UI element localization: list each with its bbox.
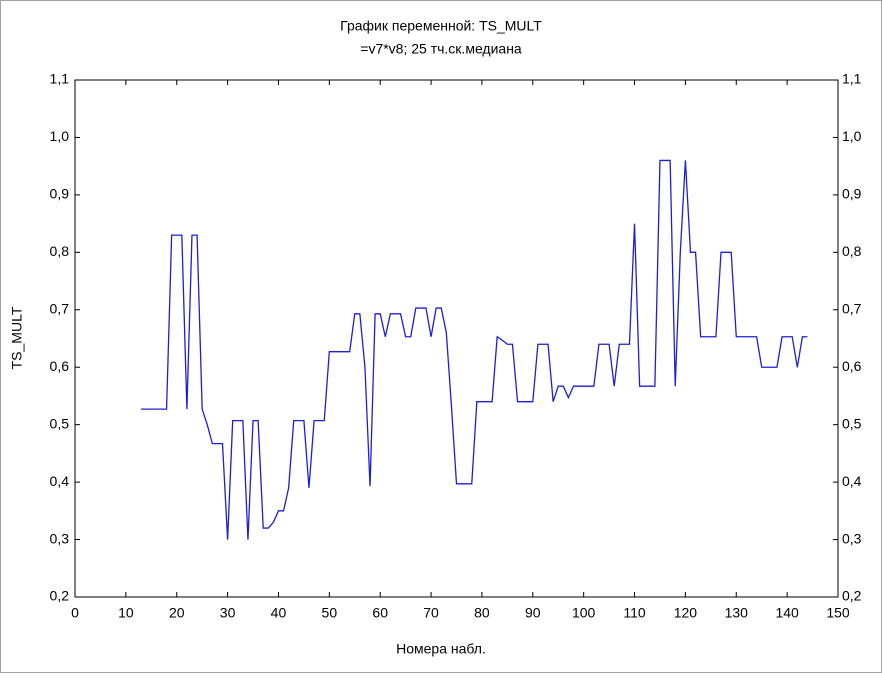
y2-tick-label: 0,7 bbox=[842, 300, 862, 316]
y-tick-label: 0,9 bbox=[50, 186, 70, 202]
chart-title: График переменной: TS_MULT bbox=[340, 18, 542, 34]
x-tick-label: 110 bbox=[623, 605, 646, 621]
y-tick-label: 0,4 bbox=[50, 473, 70, 489]
x-tick-label: 80 bbox=[474, 605, 490, 621]
x-tick-label: 50 bbox=[322, 605, 338, 621]
y-tick-label: 0,2 bbox=[50, 588, 70, 604]
y-axis-label: TS_MULT bbox=[9, 306, 25, 369]
data-line bbox=[141, 159, 808, 540]
y2-tick-label: 1,0 bbox=[842, 128, 862, 144]
y-tick-label: 1,0 bbox=[50, 128, 70, 144]
x-tick-label: 90 bbox=[525, 605, 541, 621]
y-tick-label: 0,3 bbox=[50, 530, 70, 546]
x-tick-label: 140 bbox=[775, 605, 799, 621]
x-tick-label: 130 bbox=[725, 605, 749, 621]
x-tick-label: 120 bbox=[674, 605, 698, 621]
y2-tick-label: 0,8 bbox=[842, 243, 862, 259]
x-tick-label: 100 bbox=[572, 605, 596, 621]
y-tick-label: 0,7 bbox=[50, 300, 70, 316]
x-tick-label: 60 bbox=[372, 605, 388, 621]
plot-area bbox=[74, 79, 839, 598]
y2-tick-label: 0,9 bbox=[842, 186, 862, 202]
x-tick-label: 150 bbox=[826, 605, 850, 621]
x-tick-label: 10 bbox=[118, 605, 134, 621]
y2-tick-label: 0,6 bbox=[842, 358, 862, 374]
y2-tick-label: 0,3 bbox=[842, 530, 862, 546]
x-tick-label: 40 bbox=[271, 605, 287, 621]
y-tick-label: 0,6 bbox=[50, 358, 70, 374]
chart-subtitle: =v7*v8; 25 тч.ск.медиана bbox=[360, 41, 522, 57]
y2-tick-label: 0,4 bbox=[842, 473, 862, 489]
x-tick-label: 0 bbox=[71, 605, 79, 621]
y2-tick-label: 1,1 bbox=[842, 71, 862, 87]
y-tick-label: 0,8 bbox=[50, 243, 70, 259]
y2-tick-label: 0,5 bbox=[842, 415, 862, 431]
y-tick-label: 1,1 bbox=[50, 71, 70, 87]
x-axis-label: Номера набл. bbox=[396, 641, 486, 657]
x-tick-label: 70 bbox=[423, 605, 439, 621]
x-tick-label: 30 bbox=[220, 605, 236, 621]
y-tick-label: 0,5 bbox=[50, 415, 70, 431]
y2-tick-label: 0,2 bbox=[842, 588, 862, 604]
x-tick-label: 20 bbox=[169, 605, 185, 621]
